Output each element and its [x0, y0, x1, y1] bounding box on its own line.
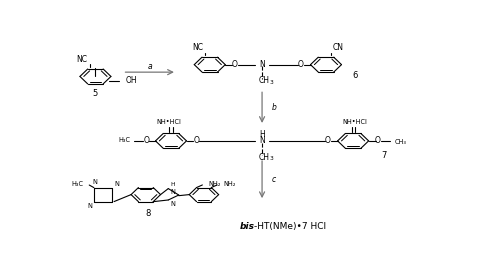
Text: O: O: [144, 136, 149, 145]
Text: N: N: [92, 179, 97, 185]
Text: b: b: [272, 103, 276, 112]
Text: H: H: [259, 130, 265, 139]
Text: N: N: [170, 201, 175, 207]
Text: -HT(NMe)•7 HCl: -HT(NMe)•7 HCl: [254, 222, 326, 231]
Text: O: O: [375, 136, 381, 145]
Text: N: N: [259, 60, 265, 69]
Text: CH₃: CH₃: [395, 139, 407, 145]
Text: NH•HCl: NH•HCl: [156, 119, 182, 126]
Text: NH₂: NH₂: [208, 181, 220, 187]
Text: N: N: [88, 203, 92, 209]
Text: NH₂: NH₂: [223, 181, 235, 187]
Text: NH•HCl: NH•HCl: [342, 119, 367, 126]
Text: O: O: [193, 136, 199, 145]
Text: 3: 3: [270, 156, 274, 161]
Text: 5: 5: [93, 89, 98, 98]
Text: H: H: [170, 182, 174, 187]
Text: a: a: [148, 62, 152, 71]
Text: N: N: [259, 136, 265, 145]
Text: 6: 6: [352, 71, 358, 80]
Text: N: N: [114, 181, 119, 187]
Text: 7: 7: [382, 151, 387, 160]
Text: N: N: [170, 189, 175, 195]
Text: H₃C: H₃C: [118, 137, 130, 143]
Text: 8: 8: [145, 210, 150, 218]
Text: CN: CN: [333, 43, 344, 52]
Text: CH: CH: [258, 153, 270, 162]
Text: O: O: [325, 136, 331, 145]
Text: CH: CH: [258, 76, 270, 85]
Text: H₃C: H₃C: [71, 181, 83, 187]
Text: c: c: [272, 175, 276, 184]
Text: bis: bis: [240, 222, 254, 231]
Text: O: O: [232, 60, 238, 69]
Text: NC: NC: [76, 55, 88, 64]
Text: NC: NC: [192, 43, 203, 52]
Text: O: O: [298, 60, 304, 69]
Text: 3: 3: [270, 80, 274, 85]
Text: OH: OH: [125, 76, 137, 85]
